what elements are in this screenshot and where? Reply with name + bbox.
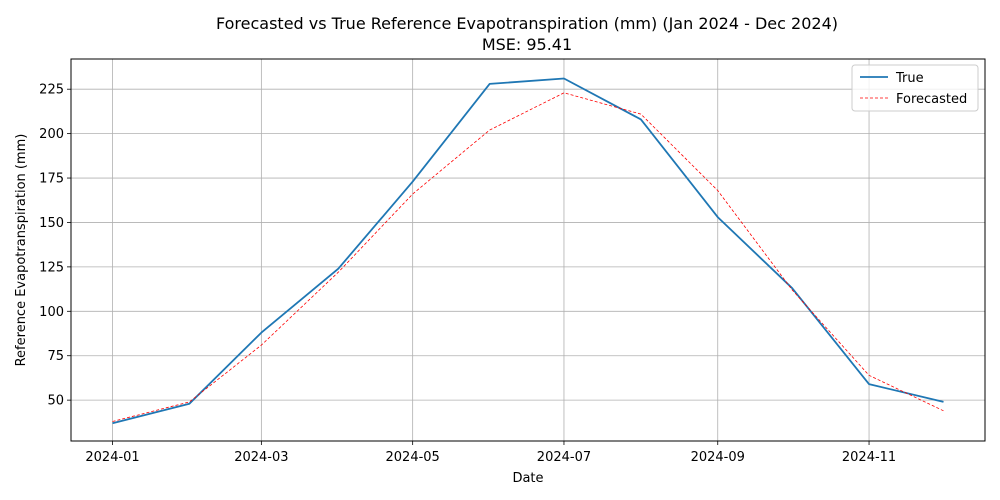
legend-label-true: True [895,71,924,86]
y-axis-title: Reference Evapotranspiration (mm) [14,134,29,367]
legend-label-forecasted: Forecasted [896,92,967,107]
x-tick-label: 2024-05 [386,450,440,465]
legend: True Forecasted [851,64,979,112]
x-tick-label: 2024-07 [537,450,591,465]
chart-title: Forecasted vs True Reference Evapotransp… [216,14,838,33]
y-tick-label: 175 [39,172,64,187]
y-tick-label: 150 [39,216,64,231]
y-tick-label: 225 [39,83,64,98]
chart-subtitle: MSE: 95.41 [482,35,572,54]
ticks: 2024-01 2024-03 2024-05 2024-07 2024-09 2024-… [39,83,896,465]
x-tick-label: 2024-03 [234,450,288,465]
series-line-forecasted [112,92,944,422]
y-tick-label: 125 [39,260,64,275]
grid [71,59,985,441]
x-axis-title: Date [512,471,543,486]
plot-frame [70,58,986,442]
x-tick-label: 2024-09 [691,450,745,465]
y-tick-label: 75 [47,349,64,364]
x-tick-label: 2024-11 [842,450,896,465]
series-line-true [112,77,944,425]
y-tick-label: 200 [39,127,64,142]
y-tick-label: 100 [39,305,64,320]
series-layer [112,77,944,425]
y-tick-label: 50 [47,394,64,409]
x-tick-label: 2024-01 [85,450,139,465]
